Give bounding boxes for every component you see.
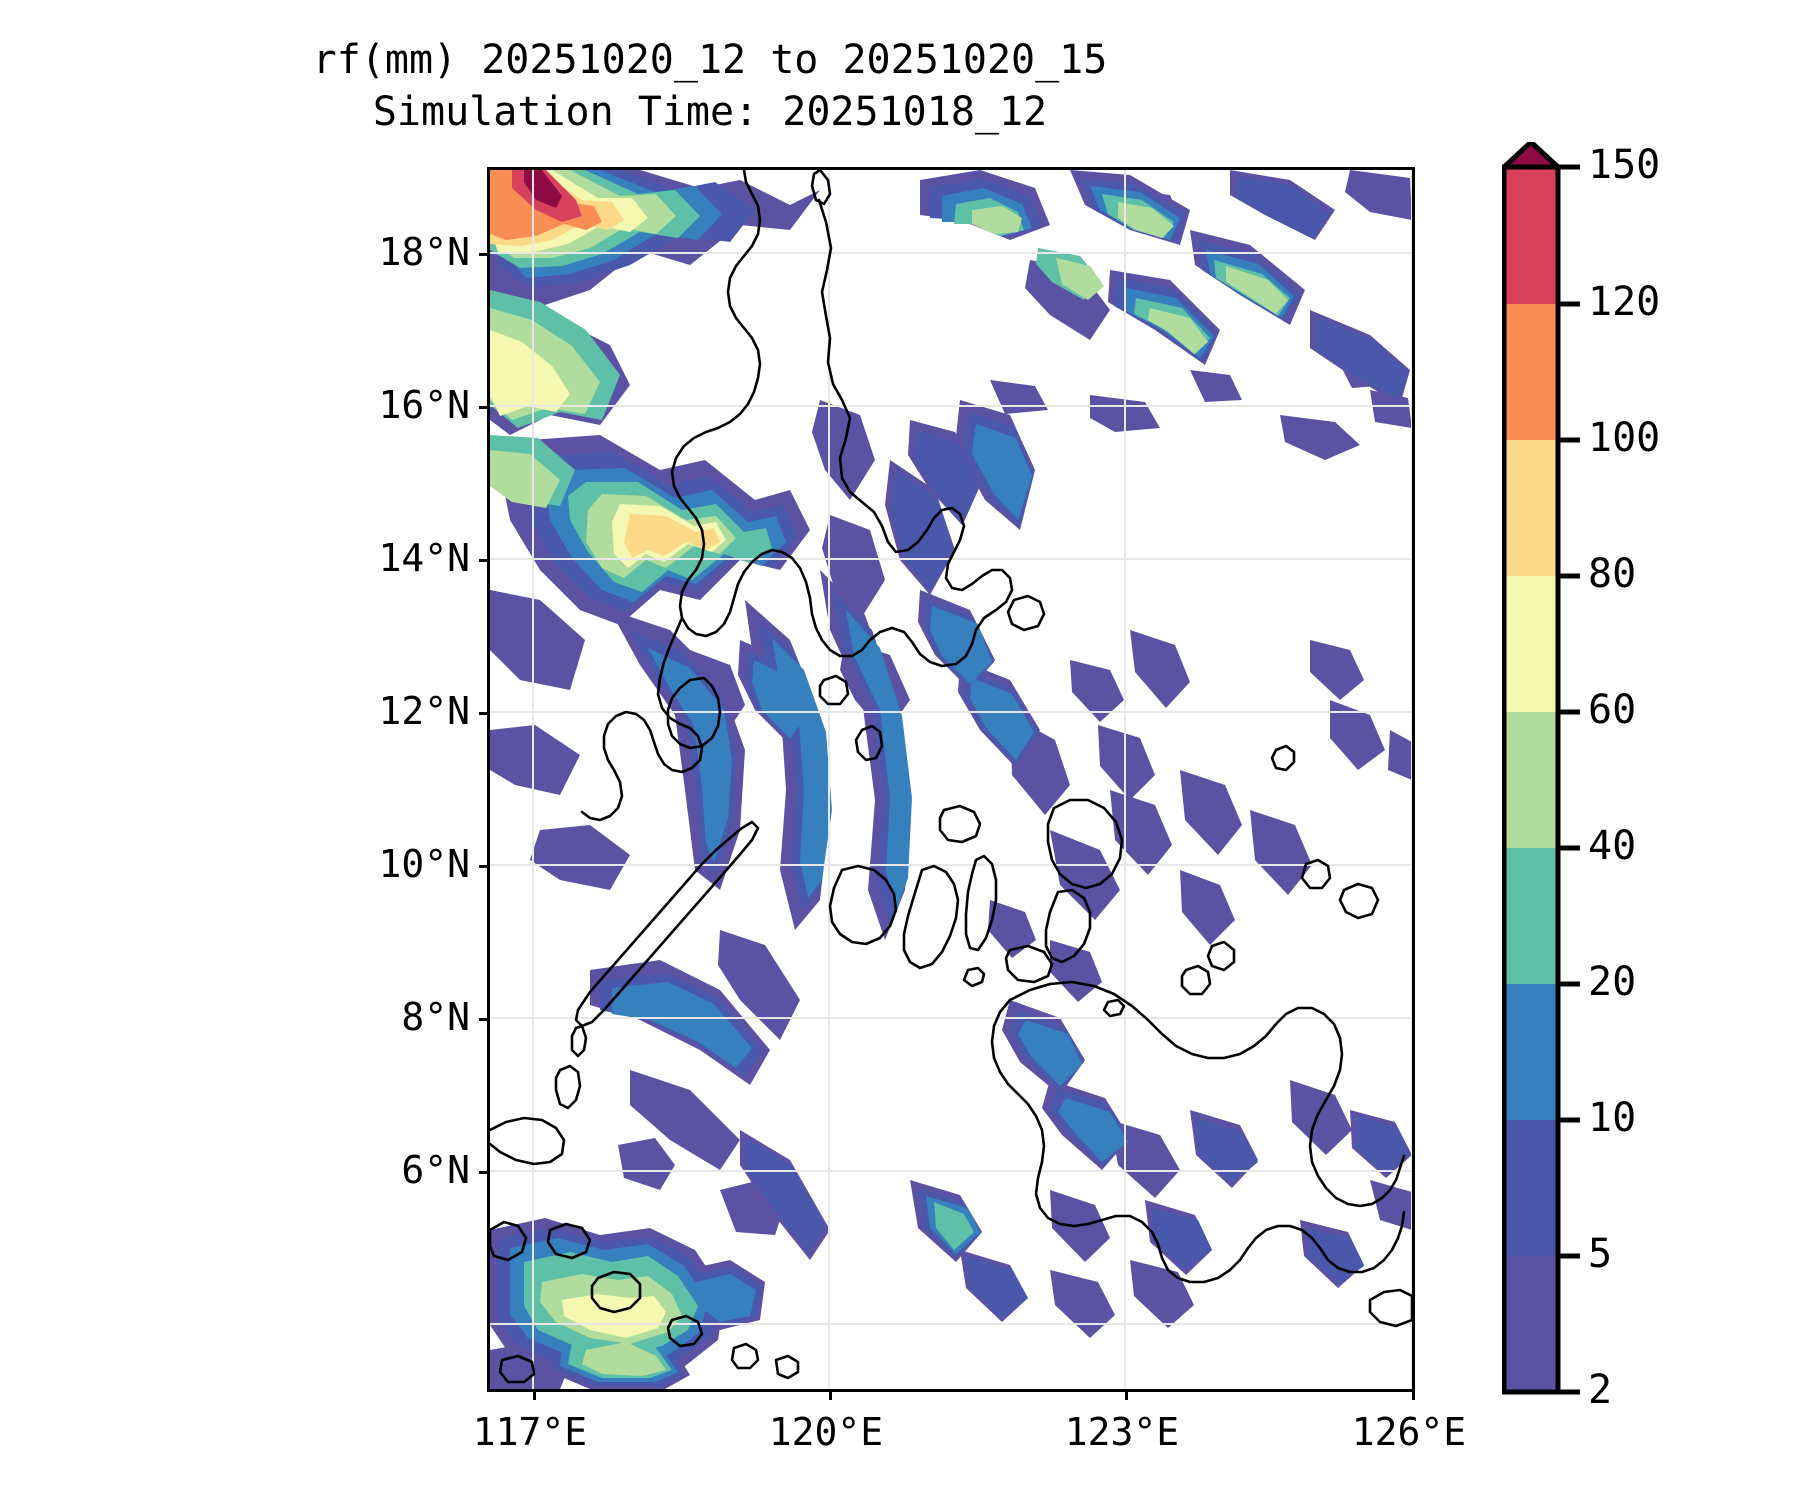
colorbar-tick-label-120: 120 bbox=[1588, 279, 1661, 325]
y-tick-label-8N: 8°N bbox=[401, 995, 470, 1039]
colorbar-swatches bbox=[1502, 142, 1580, 1395]
title-line-1: rf(mm) 20251020_12 to 20251020_15 bbox=[312, 37, 1108, 83]
x-tick-mark bbox=[1125, 1389, 1128, 1400]
map-clip bbox=[490, 170, 1412, 1389]
x-tick-label-126E: 126°E bbox=[1351, 1410, 1467, 1454]
colorbar-ticks bbox=[1558, 164, 1580, 1395]
y-tick-label-6N: 6°N bbox=[401, 1148, 470, 1192]
rainfall-contour-map bbox=[490, 170, 1412, 1389]
x-tick-label-123E: 123°E bbox=[1064, 1410, 1180, 1454]
contour-band-10-20 bbox=[510, 170, 1294, 1382]
colorbar-band-120-150 bbox=[1504, 167, 1558, 304]
colorbar-outline bbox=[1502, 164, 1561, 1395]
x-tick-mark bbox=[533, 1389, 536, 1400]
colorbar-band-5-10 bbox=[1504, 1120, 1558, 1256]
colorbar-band-10-20 bbox=[1504, 984, 1558, 1120]
x-tick-label-120E: 120°E bbox=[768, 1410, 884, 1454]
colorbar-tick-label-150: 150 bbox=[1588, 142, 1661, 188]
colorbar-tick-label-60: 60 bbox=[1588, 687, 1637, 733]
x-tick-mark bbox=[1412, 1389, 1415, 1400]
y-tick-mark bbox=[479, 1018, 490, 1021]
colorbar-tick-label-100: 100 bbox=[1588, 415, 1661, 461]
contour-band-5-10 bbox=[498, 170, 1410, 1386]
y-tick-mark bbox=[479, 865, 490, 868]
colorbar-band-2-5 bbox=[1504, 1256, 1558, 1392]
y-tick-mark bbox=[479, 1171, 490, 1174]
colorbar-tick-label-2: 2 bbox=[1588, 1367, 1613, 1413]
chart-title: rf(mm) 20251020_12 to 20251020_15 Simula… bbox=[0, 34, 1420, 138]
x-tick-mark bbox=[829, 1389, 832, 1400]
colorbar-band-60-80 bbox=[1504, 576, 1558, 712]
colorbar-band-40-60 bbox=[1504, 712, 1558, 848]
map-plot-area bbox=[479, 167, 1415, 1400]
y-tick-label-18N: 18°N bbox=[378, 230, 470, 274]
y-tick-label-14N: 14°N bbox=[378, 536, 470, 580]
y-tick-mark bbox=[479, 253, 490, 256]
y-tick-mark bbox=[479, 406, 490, 409]
colorbar-band-100-120 bbox=[1504, 304, 1558, 440]
title-line-2: Simulation Time: 20251018_12 bbox=[372, 89, 1048, 135]
colorbar-band-80-100 bbox=[1504, 440, 1558, 576]
colorbar-tick-label-5: 5 bbox=[1588, 1231, 1613, 1277]
y-tick-label-10N: 10°N bbox=[378, 842, 470, 886]
colorbar-tick-label-10: 10 bbox=[1588, 1095, 1637, 1141]
map-gridlines bbox=[490, 170, 1412, 1389]
y-tick-label-16N: 16°N bbox=[378, 383, 470, 427]
colorbar-tick-label-40: 40 bbox=[1588, 823, 1637, 869]
colorbar-over-arrow bbox=[1502, 142, 1565, 170]
colorbar-tick-label-80: 80 bbox=[1588, 551, 1637, 597]
coastline-overlay bbox=[490, 170, 1412, 1384]
y-tick-mark bbox=[479, 712, 490, 715]
y-tick-mark bbox=[479, 559, 490, 562]
colorbar-band-20-40 bbox=[1504, 848, 1558, 984]
colorbar: 150 120 100 80 60 40 20 10 5 2 bbox=[1502, 142, 1800, 1413]
x-tick-label-117E: 117°E bbox=[472, 1410, 588, 1454]
y-tick-label-12N: 12°N bbox=[378, 689, 470, 733]
colorbar-tick-label-20: 20 bbox=[1588, 959, 1637, 1005]
